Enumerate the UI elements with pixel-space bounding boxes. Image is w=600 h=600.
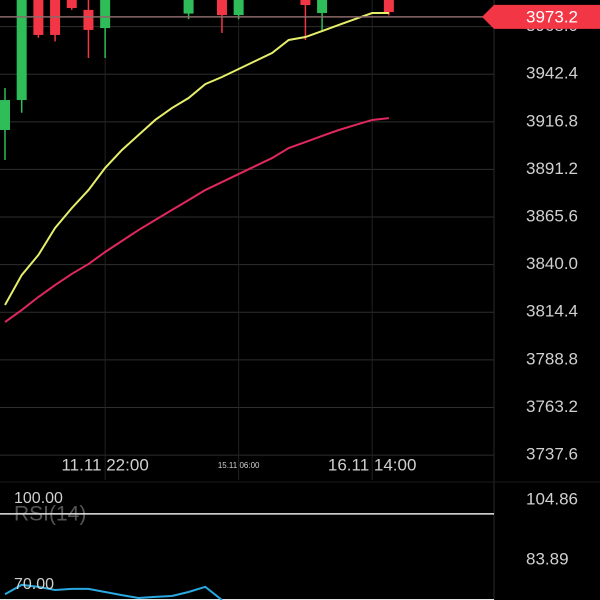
y-tick-label: 3840.0 xyxy=(526,254,578,273)
overlay: 3968.03942.43916.83891.23865.63840.03814… xyxy=(0,4,600,593)
level-label: 70.00 xyxy=(14,576,54,593)
moving-average-line xyxy=(4,12,389,306)
y-tick-label: 3814.4 xyxy=(526,302,578,321)
y-tick-label: 3942.4 xyxy=(526,64,578,83)
candle-body xyxy=(216,0,227,16)
y-tick-label: 3916.8 xyxy=(526,111,578,130)
x-tick-label: 11.11 22:00 xyxy=(61,455,148,474)
candle-body xyxy=(83,9,94,30)
candle-body xyxy=(300,0,311,6)
y-tick-label: 3891.2 xyxy=(526,159,578,178)
y-tick-label: 3788.8 xyxy=(526,349,578,368)
level-label: 100.00 xyxy=(14,490,63,507)
candle-body xyxy=(0,100,11,130)
candle-body xyxy=(100,0,111,29)
candle-body xyxy=(66,0,77,8)
rsi-line xyxy=(4,583,223,600)
current-price-label: 3973.2 xyxy=(526,7,578,26)
y-tick-label: 3763.2 xyxy=(526,397,578,416)
x-tick-label: 16.11 14:00 xyxy=(328,455,417,474)
candle-body xyxy=(233,0,244,16)
rsi-plot: RSI(14) xyxy=(0,503,494,600)
y-tick-label: 3737.6 xyxy=(526,445,578,464)
candle-body xyxy=(16,0,27,101)
price-plot xyxy=(0,0,494,480)
moving-average-line xyxy=(4,117,389,323)
y-tick-label: 83.89 xyxy=(526,549,569,568)
candle-body xyxy=(383,0,394,13)
y-tick-label: 104.86 xyxy=(526,489,578,508)
candle-body xyxy=(317,0,328,14)
current-price-tag xyxy=(482,4,600,29)
y-tick-label: 3865.6 xyxy=(526,207,578,226)
x-tick-label: 15.11 06:00 xyxy=(218,461,260,470)
candle-body xyxy=(183,0,194,14)
